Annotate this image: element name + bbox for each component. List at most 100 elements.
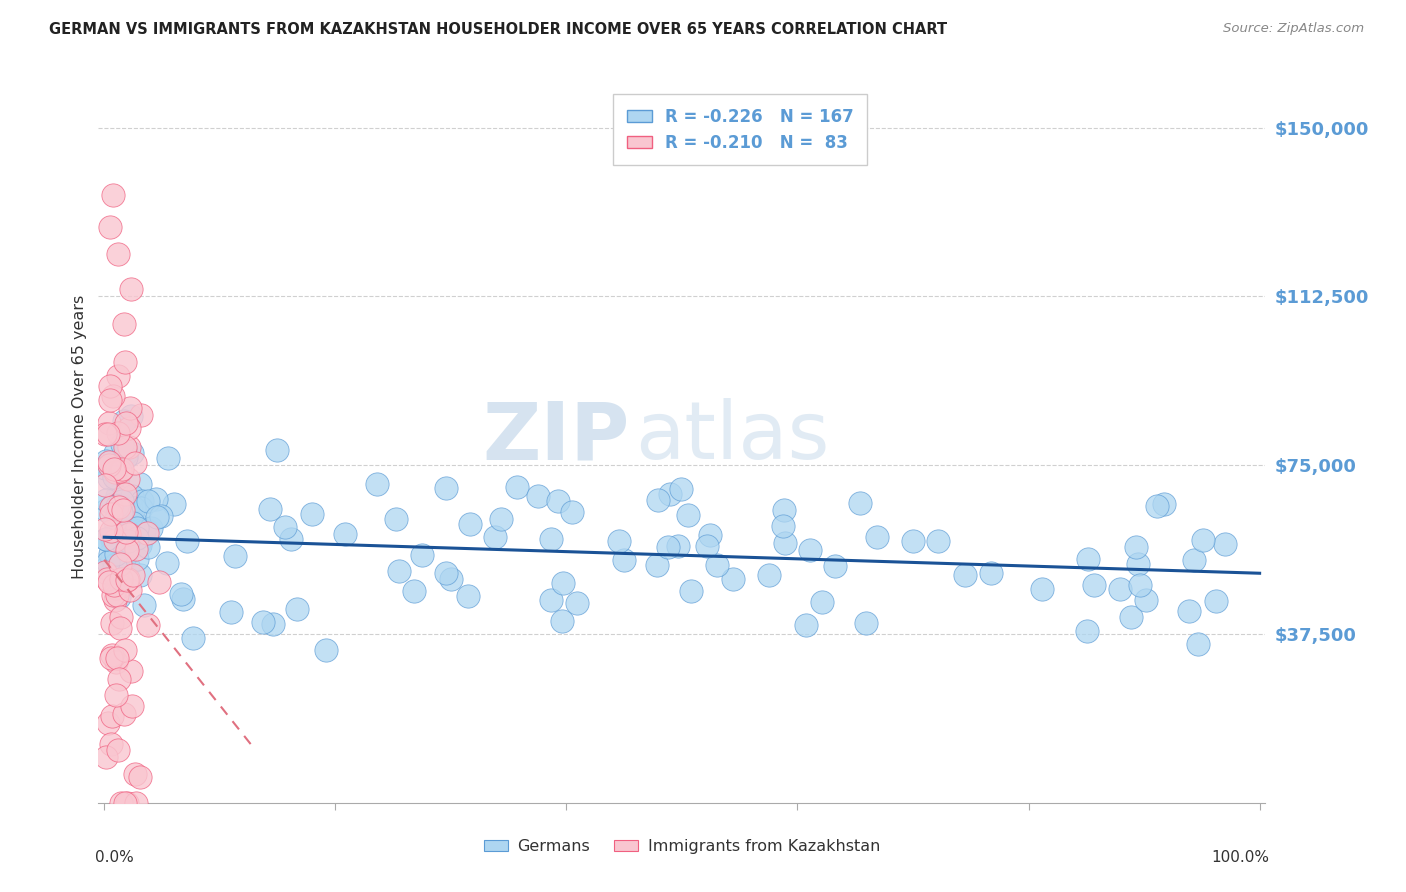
Point	[1129, 577, 1152, 591]
Point	[110, 579, 132, 593]
Point	[108, 621, 131, 635]
Point	[150, 509, 173, 524]
Point	[121, 699, 143, 714]
Point	[107, 368, 129, 383]
Point	[772, 519, 794, 533]
Point	[799, 543, 821, 558]
Point	[101, 497, 124, 511]
Point	[100, 507, 122, 521]
Point	[1076, 624, 1098, 638]
Point	[551, 576, 574, 591]
Point	[125, 541, 148, 556]
Point	[128, 536, 150, 550]
Point	[105, 475, 128, 490]
Point	[98, 471, 121, 485]
Point	[101, 565, 124, 579]
Point	[118, 582, 141, 597]
Point	[97, 416, 120, 430]
Point	[94, 561, 117, 575]
Point	[114, 440, 136, 454]
Point	[105, 509, 128, 524]
Point	[94, 461, 117, 475]
Point	[1077, 551, 1099, 566]
Point	[1135, 593, 1157, 607]
Point	[434, 482, 457, 496]
Point	[103, 558, 125, 573]
Point	[101, 533, 124, 548]
Point	[134, 524, 156, 539]
Point	[411, 549, 433, 563]
Text: GERMAN VS IMMIGRANTS FROM KAZAKHSTAN HOUSEHOLDER INCOME OVER 65 YEARS CORRELATIO: GERMAN VS IMMIGRANTS FROM KAZAKHSTAN HOU…	[49, 22, 948, 37]
Point	[118, 401, 141, 416]
Point	[101, 528, 124, 542]
Point	[118, 526, 141, 541]
Point	[110, 796, 132, 810]
Point	[1126, 557, 1149, 571]
Point	[699, 527, 721, 541]
Point	[125, 551, 148, 566]
Point	[112, 414, 135, 428]
Point	[103, 462, 125, 476]
Point	[645, 558, 668, 572]
Point	[315, 643, 337, 657]
Point	[647, 492, 669, 507]
Point	[131, 493, 153, 508]
Point	[125, 516, 148, 530]
Point	[163, 497, 186, 511]
Point	[105, 548, 128, 562]
Point	[266, 442, 288, 457]
Point	[121, 664, 143, 678]
Text: atlas: atlas	[636, 398, 830, 476]
Point	[128, 538, 150, 552]
Point	[115, 573, 138, 587]
Point	[100, 648, 122, 662]
Point	[104, 446, 127, 460]
Point	[148, 575, 170, 590]
Point	[402, 584, 425, 599]
Point	[104, 581, 127, 595]
Point	[114, 511, 136, 525]
Point	[96, 492, 118, 507]
Point	[252, 615, 274, 629]
Point	[676, 508, 699, 522]
Point	[146, 510, 169, 524]
Point	[112, 318, 135, 332]
Point	[128, 568, 150, 582]
Point	[1119, 610, 1142, 624]
Point	[94, 453, 117, 467]
Point	[1182, 552, 1205, 566]
Point	[1153, 497, 1175, 511]
Point	[124, 767, 146, 781]
Point	[181, 631, 204, 645]
Point	[458, 516, 481, 531]
Point	[125, 531, 148, 545]
Point	[94, 522, 117, 536]
Point	[108, 500, 131, 515]
Point	[101, 531, 124, 545]
Point	[117, 534, 139, 549]
Point	[129, 409, 152, 423]
Point	[540, 593, 562, 607]
Point	[773, 503, 796, 517]
Point	[101, 615, 124, 630]
Point	[100, 651, 122, 665]
Point	[108, 491, 131, 505]
Point	[96, 532, 118, 546]
Point	[434, 566, 457, 581]
Point	[723, 572, 745, 586]
Point	[927, 534, 949, 549]
Point	[706, 558, 728, 573]
Point	[98, 575, 121, 590]
Point	[219, 606, 242, 620]
Y-axis label: Householder Income Over 65 years: Householder Income Over 65 years	[72, 295, 87, 579]
Point	[114, 642, 136, 657]
Point	[117, 500, 139, 514]
Point	[97, 716, 120, 731]
Text: 100.0%: 100.0%	[1211, 850, 1268, 865]
Point	[565, 596, 588, 610]
Point	[669, 482, 692, 496]
Point	[1031, 582, 1053, 596]
Point	[1192, 533, 1215, 548]
Point	[94, 565, 117, 579]
Point	[156, 557, 179, 571]
